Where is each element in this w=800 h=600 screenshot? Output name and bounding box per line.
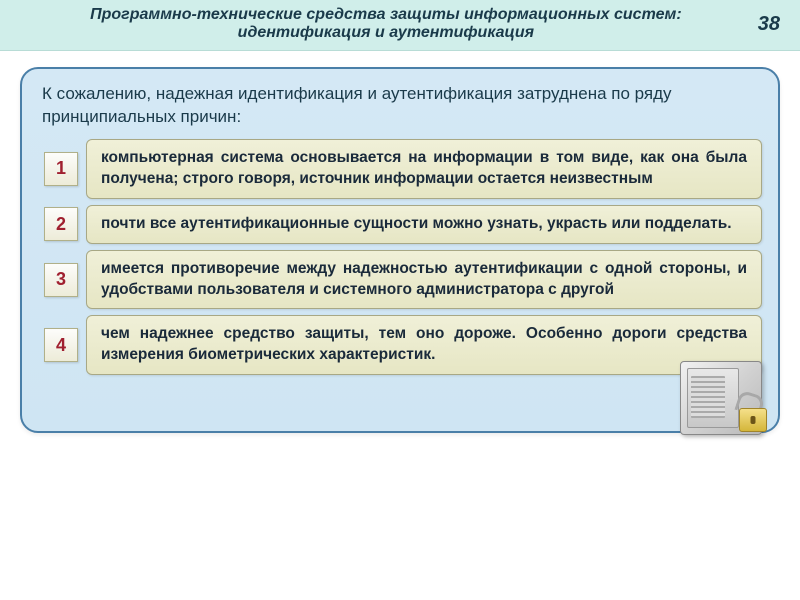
item-text: компьютерная система основывается на инф… <box>86 139 762 199</box>
item-text: чем надежнее средство защиты, тем оно до… <box>86 315 762 375</box>
list-item: 2 почти все аутентификационные сущности … <box>38 205 762 244</box>
item-number-badge: 3 <box>44 263 78 297</box>
item-text: имеется противоречие между надежностью а… <box>86 250 762 310</box>
page-number: 38 <box>758 13 786 36</box>
server-lock-illustration <box>680 361 762 435</box>
list-item: 4 чем надежнее средство защиты, тем оно … <box>38 315 762 375</box>
intro-text: К сожалению, надежная идентификация и ау… <box>38 83 762 139</box>
content-area: К сожалению, надежная идентификация и ау… <box>0 51 800 433</box>
lock-icon <box>739 408 767 432</box>
list-item: 1 компьютерная система основывается на и… <box>38 139 762 199</box>
lock-keyhole-icon <box>751 416 756 424</box>
list-item: 3 имеется противоречие между надежностью… <box>38 250 762 310</box>
server-grill-icon <box>691 376 725 418</box>
slide-header: Программно-технические средства защиты и… <box>0 0 800 51</box>
header-title-block: Программно-технические средства защиты и… <box>14 6 758 42</box>
header-line-2: идентификация и аутентификация <box>14 24 758 42</box>
main-panel: К сожалению, надежная идентификация и ау… <box>20 67 780 433</box>
item-text: почти все аутентификационные сущности мо… <box>86 205 762 244</box>
item-number-badge: 4 <box>44 328 78 362</box>
item-number-badge: 1 <box>44 152 78 186</box>
server-icon <box>680 361 762 435</box>
item-number-badge: 2 <box>44 207 78 241</box>
header-line-1: Программно-технические средства защиты и… <box>14 6 758 24</box>
